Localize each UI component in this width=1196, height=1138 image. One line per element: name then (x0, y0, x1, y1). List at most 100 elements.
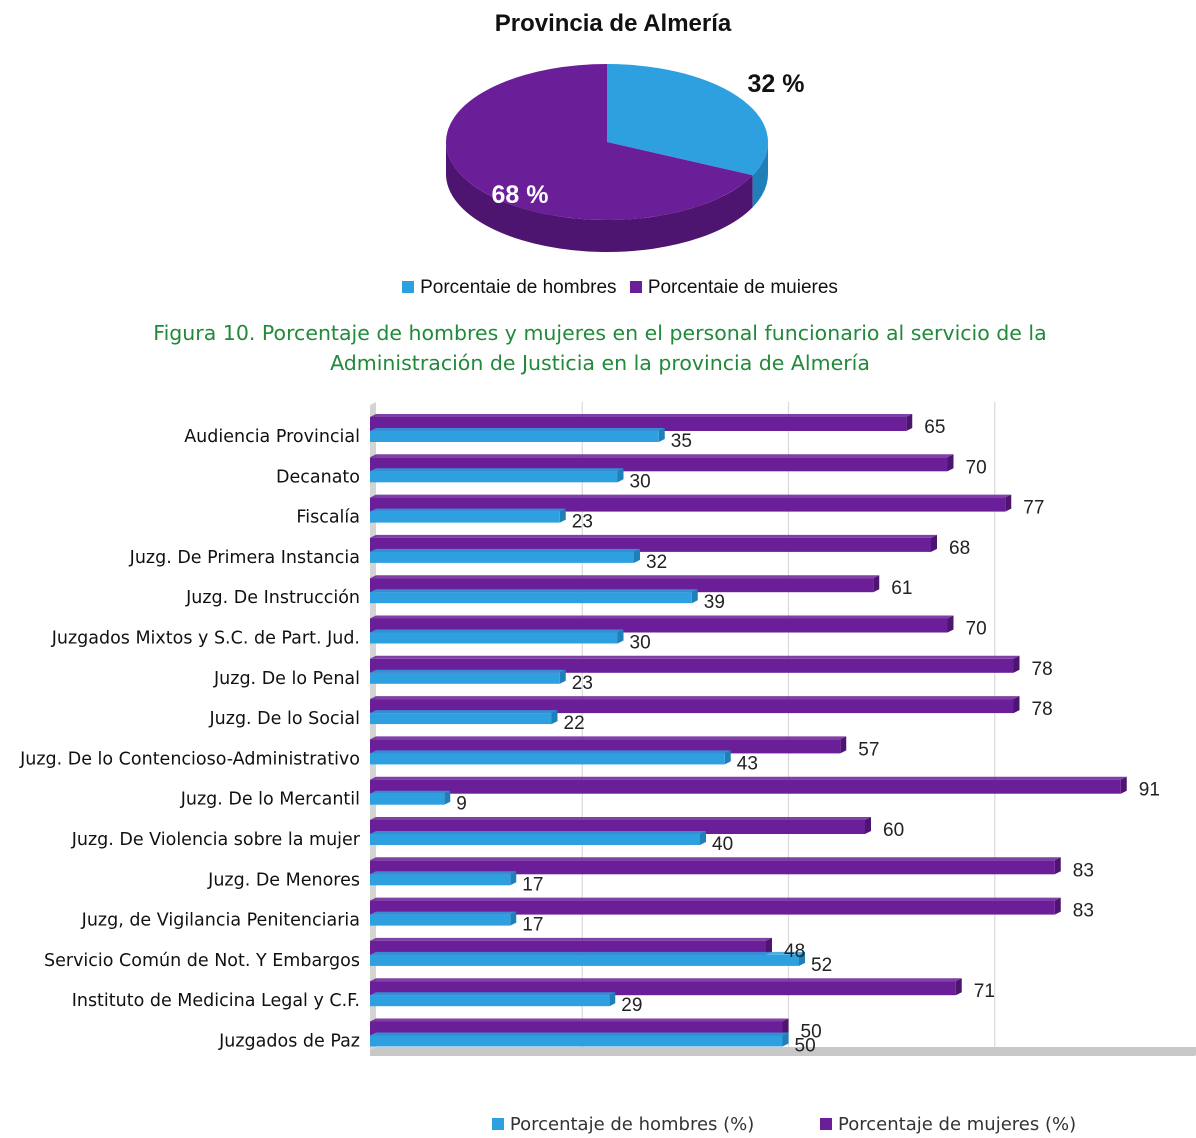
bar-hombres (370, 548, 640, 563)
bar-mujeres (370, 696, 1020, 714)
figure-caption-line-2: Administración de Justicia en la provinc… (330, 351, 870, 375)
bar-hombres (370, 992, 616, 1007)
category-label: Juzgados Mixtos y S.C. de Part. Jud. (51, 629, 360, 649)
data-label-hombres: 30 (630, 471, 651, 492)
category-label: Juzgados de Paz (218, 1032, 360, 1052)
bar-legend-label-mujeres: Porcentaje de mujeres (%) (838, 1114, 1077, 1135)
category-label: Juzg. De lo Mercantil (180, 790, 360, 810)
category-label: Audiencia Provincial (184, 427, 360, 447)
bar-mujeres (370, 937, 772, 955)
data-label-hombres: 39 (704, 592, 725, 613)
category-label: Juzg. De lo Contencioso-Administrativo (19, 749, 360, 769)
data-label-mujeres: 77 (1023, 498, 1044, 519)
pie-slice-mujeres (446, 64, 753, 220)
category-label: Juzg. De lo Penal (213, 669, 360, 689)
data-label-mujeres: 83 (1073, 860, 1094, 881)
data-label-mujeres: 71 (974, 981, 995, 1002)
data-label-mujeres: 68 (949, 538, 970, 559)
pie-legend-label-mujeres: Porcentaie de muieres (647, 277, 838, 298)
plot-left-wall (370, 402, 376, 1050)
bar-hombres (370, 508, 566, 523)
category-label: Fiscalía (296, 508, 360, 528)
pie-chart-legend: Porcentaie de hombres Porcentaie de muie… (0, 277, 1196, 299)
data-label-hombres: 9 (456, 794, 467, 815)
data-label-hombres: 35 (671, 431, 692, 452)
data-label-hombres: 50 (795, 1036, 816, 1057)
category-label: Juzg. De lo Social (209, 709, 361, 729)
data-label-hombres: 32 (646, 552, 667, 573)
category-labels: Audiencia Provincial Decanato Fiscalía Juzg… (19, 427, 361, 1052)
data-label-mujeres: 70 (966, 619, 987, 640)
data-label-mujeres: 60 (883, 820, 904, 841)
pie-side-hombres (752, 142, 768, 208)
bar-hombres (370, 468, 624, 483)
data-label-hombres: 30 (630, 633, 651, 654)
data-label-hombres: 29 (621, 995, 642, 1016)
plot-floor (370, 1047, 1196, 1056)
bar-mujeres (370, 736, 847, 754)
bar-hombres (370, 1032, 789, 1047)
pie-label-hombres: 32 % (748, 70, 805, 98)
bar-mujeres (370, 414, 913, 431)
data-label-mujeres: 61 (891, 578, 912, 599)
data-label-mujeres: 70 (966, 457, 987, 478)
bar-hombres (370, 951, 805, 966)
data-label-hombres: 23 (572, 512, 593, 533)
pie-legend-item-hombres: Porcentaie de hombres (402, 277, 617, 299)
bar-mujeres (370, 615, 954, 633)
pie-label-mujeres: 68 % (492, 181, 549, 209)
bar-hombres (370, 669, 566, 684)
bar-legend-item-mujeres: Porcentaje de mujeres (%) (820, 1114, 1076, 1135)
bars (370, 414, 1127, 1047)
category-label: Juzg. De Menores (207, 870, 360, 890)
bar-mujeres (370, 857, 1061, 875)
bar-mujeres (370, 655, 1020, 673)
bar-mujeres (370, 494, 1012, 512)
bar-legend-label-hombres: Porcentaje de hombres (%) (509, 1114, 755, 1135)
data-label-hombres: 43 (737, 753, 758, 774)
bar-legend-swatch-mujeres (820, 1118, 833, 1130)
pie-legend-label-hombres: Porcentaie de hombres (420, 277, 617, 298)
data-label-hombres: 52 (811, 955, 832, 976)
pie-side-mujeres (446, 142, 753, 252)
pie-legend-swatch-hombres (402, 281, 415, 293)
bar-hombres (370, 911, 517, 926)
bar-legend-item-hombres: Porcentaje de hombres (%) (491, 1114, 755, 1135)
data-label-hombres: 22 (564, 713, 585, 734)
bar-hombres (370, 871, 517, 886)
bar-mujeres (370, 897, 1061, 915)
data-labels: 65 35 70 30 77 23 68 32 61 39 70 30 78 23 78 22 57 43 91 9 6… (456, 417, 1160, 1057)
data-label-mujeres: 57 (858, 739, 879, 760)
pie-legend-swatch-mujeres (629, 281, 642, 293)
bar-hombres (370, 790, 451, 805)
figure-caption: Figura 10. Porcentaje de hombres y mujer… (100, 318, 1100, 378)
data-label-hombres: 17 (522, 874, 543, 895)
bar-hombres (370, 428, 665, 442)
category-label: Decanato (276, 467, 360, 487)
bar-chart-legend: Porcentaje de hombres (%) Porcentaje de … (0, 1114, 1196, 1135)
data-label-hombres: 17 (522, 915, 543, 936)
bar-hombres (370, 831, 706, 845)
data-label-mujeres: 78 (1032, 659, 1053, 680)
bar-mujeres (370, 575, 880, 593)
category-label: Servicio Común de Not. Y Embargos (44, 951, 360, 971)
pie-chart-title: Provincia de Almería (494, 10, 732, 37)
data-label-mujeres: 50 (801, 1022, 822, 1043)
pie-slice-hombres (607, 64, 768, 176)
category-label: Juzg, de Vigilancia Penitenciaria (81, 911, 360, 931)
category-label: Juzg. De Instrucción (185, 588, 360, 608)
bar-hombres (370, 750, 731, 765)
category-label: Instituto de Medicina Legal y C.F. (72, 991, 360, 1011)
data-label-mujeres: 91 (1139, 780, 1160, 801)
bar-mujeres (370, 817, 871, 834)
data-label-mujeres: 65 (924, 417, 945, 438)
data-label-hombres: 23 (572, 673, 593, 694)
category-label: Juzg. De Violencia sobre la mujer (71, 830, 361, 850)
bar-mujeres (370, 978, 962, 996)
bar-hombres (370, 629, 624, 644)
pie-legend-item-mujeres: Porcentaie de muieres (629, 277, 838, 299)
bar-legend-swatch-hombres (491, 1118, 504, 1130)
data-label-hombres: 40 (712, 834, 733, 855)
data-label-mujeres: 83 (1073, 901, 1094, 922)
